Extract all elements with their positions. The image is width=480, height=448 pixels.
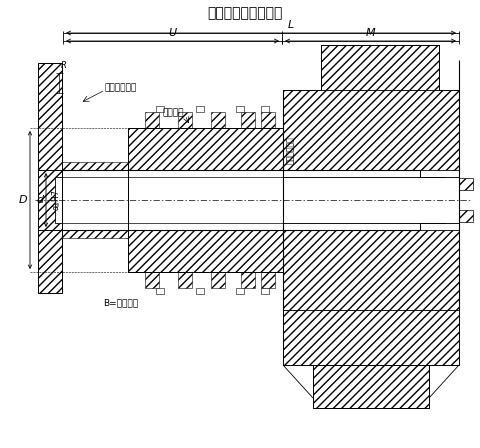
Bar: [261, 106, 268, 112]
Bar: [261, 112, 275, 128]
Bar: [236, 288, 243, 294]
Bar: [144, 112, 159, 128]
Text: $d_w$H7: $d_w$H7: [51, 190, 63, 211]
Bar: [144, 272, 159, 288]
Bar: [312, 365, 428, 408]
Text: M: M: [365, 28, 374, 38]
Text: 扭力扳手空间: 扭力扳手空间: [105, 83, 137, 92]
Bar: [240, 272, 254, 288]
Bar: [211, 112, 225, 128]
Text: D: D: [18, 195, 27, 205]
Bar: [178, 112, 192, 128]
Bar: [128, 128, 282, 170]
Bar: [156, 106, 164, 112]
Bar: [178, 272, 192, 288]
Bar: [282, 230, 458, 310]
Text: 空心轴套及胀盘尺寸: 空心轴套及胀盘尺寸: [207, 6, 282, 20]
Bar: [236, 106, 243, 112]
Bar: [55, 177, 62, 223]
Bar: [320, 45, 438, 90]
Bar: [282, 177, 458, 223]
Text: L: L: [287, 20, 293, 30]
Bar: [458, 178, 472, 190]
Text: 胀盘联接: 胀盘联接: [163, 108, 184, 117]
Text: B=张力螺钉: B=张力螺钉: [103, 298, 138, 307]
Bar: [195, 288, 204, 294]
Bar: [261, 288, 268, 294]
Bar: [282, 90, 458, 170]
Text: 减速器中心线: 减速器中心线: [286, 136, 294, 164]
Bar: [458, 210, 472, 222]
Text: U: U: [168, 28, 176, 38]
Bar: [38, 63, 62, 293]
Bar: [62, 230, 130, 238]
Bar: [128, 230, 282, 272]
Text: d: d: [37, 195, 44, 205]
Bar: [240, 112, 254, 128]
Text: R: R: [61, 61, 67, 70]
Bar: [62, 162, 130, 170]
Bar: [282, 310, 458, 365]
Bar: [156, 288, 164, 294]
Bar: [211, 272, 225, 288]
Bar: [195, 106, 204, 112]
Bar: [261, 272, 275, 288]
Bar: [128, 177, 282, 223]
